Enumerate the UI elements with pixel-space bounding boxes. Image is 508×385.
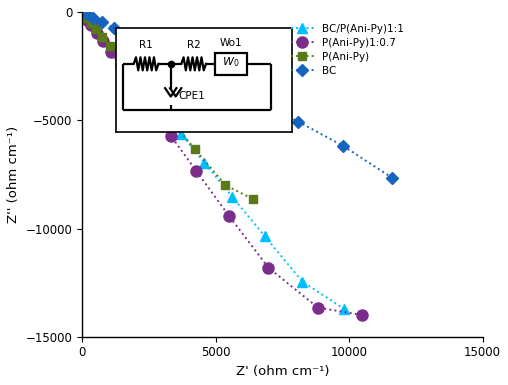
P(Ani-Py) — [107, 44, 113, 49]
BC/P(Ani-Py)1:1 — [79, 10, 85, 14]
P(Ani-Py)1:0.7 — [88, 23, 94, 28]
BC/P(Ani-Py)1:1 — [82, 13, 88, 18]
P(Ani-Py) — [167, 116, 173, 121]
P(Ani-Py)1:0.7 — [315, 305, 321, 310]
BC — [111, 26, 117, 30]
BC — [100, 20, 106, 24]
P(Ani-Py) — [88, 21, 94, 25]
BC — [79, 10, 85, 14]
BC/P(Ani-Py)1:1 — [128, 70, 134, 75]
BC — [166, 53, 172, 58]
P(Ani-Py)1:0.7 — [100, 39, 106, 44]
P(Ani-Py) — [100, 34, 106, 39]
P(Ani-Py) — [192, 147, 198, 151]
P(Ani-Py) — [79, 10, 85, 14]
BC — [256, 99, 262, 104]
BC/P(Ani-Py)1:1 — [117, 56, 123, 61]
P(Ani-Py)1:0.7 — [131, 82, 137, 87]
P(Ani-Py)1:0.7 — [168, 133, 174, 138]
BC — [222, 81, 228, 86]
BC/P(Ani-Py)1:1 — [94, 28, 100, 33]
P(Ani-Py)1:0.7 — [108, 50, 114, 55]
BC/P(Ani-Py)1:1 — [178, 131, 184, 136]
BC — [84, 12, 90, 17]
BC/P(Ani-Py)1:1 — [262, 234, 268, 238]
Line: BC: BC — [78, 8, 396, 182]
BC — [90, 15, 97, 20]
P(Ani-Py)1:0.7 — [84, 17, 90, 22]
BC — [144, 42, 150, 47]
BC/P(Ani-Py)1:1 — [142, 87, 148, 91]
BC/P(Ani-Py)1:1 — [108, 45, 114, 50]
P(Ani-Py)1:0.7 — [79, 10, 85, 14]
P(Ani-Py) — [84, 16, 90, 21]
P(Ani-Py)1:0.7 — [93, 30, 100, 35]
Line: P(Ani-Py)1:0.7: P(Ani-Py)1:0.7 — [77, 7, 368, 321]
P(Ani-Py)1:0.7 — [226, 213, 232, 218]
Line: P(Ani-Py): P(Ani-Py) — [78, 8, 258, 203]
BC/P(Ani-Py)1:1 — [299, 279, 305, 284]
P(Ani-Py)1:0.7 — [265, 265, 271, 270]
BC/P(Ani-Py)1:1 — [100, 36, 106, 40]
P(Ani-Py) — [93, 27, 99, 31]
P(Ani-Py)1:0.7 — [194, 169, 200, 173]
P(Ani-Py)1:0.7 — [81, 13, 87, 18]
P(Ani-Py) — [146, 91, 152, 96]
BC/P(Ani-Py)1:1 — [201, 161, 207, 165]
P(Ani-Py) — [223, 183, 229, 187]
P(Ani-Py)1:0.7 — [147, 105, 153, 109]
P(Ani-Py) — [81, 12, 87, 17]
BC — [389, 175, 395, 180]
Line: BC/P(Ani-Py)1:1: BC/P(Ani-Py)1:1 — [77, 7, 348, 313]
P(Ani-Py) — [130, 71, 136, 76]
BC — [126, 33, 132, 37]
BC/P(Ani-Py)1:1 — [158, 107, 164, 112]
X-axis label: Z' (ohm cm⁻¹): Z' (ohm cm⁻¹) — [236, 365, 329, 378]
BC — [295, 119, 301, 124]
BC/P(Ani-Py)1:1 — [229, 194, 235, 199]
Y-axis label: Z'' (ohm cm⁻¹): Z'' (ohm cm⁻¹) — [7, 126, 20, 223]
P(Ani-Py)1:0.7 — [118, 64, 124, 69]
P(Ani-Py) — [250, 197, 257, 202]
BC — [192, 66, 198, 71]
P(Ani-Py)1:0.7 — [359, 313, 365, 317]
Legend: BC/P(Ani-Py)1:1, P(Ani-Py)1:0.7, P(Ani-Py), BC: BC/P(Ani-Py)1:1, P(Ani-Py)1:0.7, P(Ani-P… — [288, 20, 407, 79]
BC/P(Ani-Py)1:1 — [85, 17, 91, 22]
P(Ani-Py) — [117, 56, 123, 60]
BC/P(Ani-Py)1:1 — [341, 306, 347, 311]
BC — [340, 144, 346, 148]
BC/P(Ani-Py)1:1 — [89, 22, 95, 27]
